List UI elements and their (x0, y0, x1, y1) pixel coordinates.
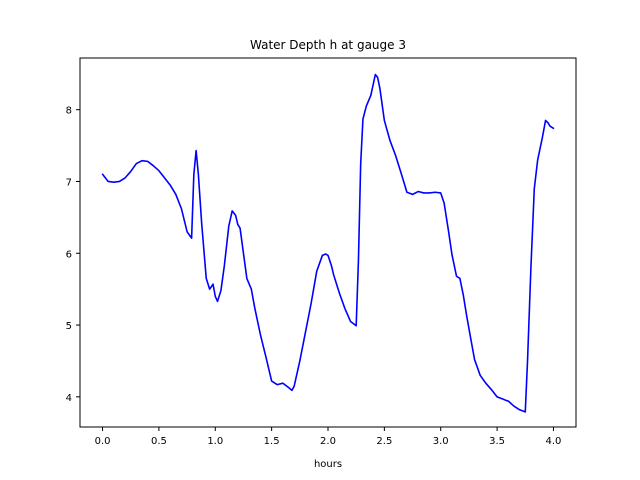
y-tick-label: 6 (66, 249, 72, 260)
y-axis-ticks: 4 5 6 7 8 (66, 106, 80, 404)
x-tick-label: 2.5 (376, 436, 392, 447)
x-tick-label: 1.5 (264, 436, 280, 447)
x-tick-label: 1.0 (207, 436, 223, 447)
x-tick-label: 0.5 (151, 436, 167, 447)
x-tick-label: 4.0 (546, 436, 562, 447)
y-tick-label: 7 (66, 177, 72, 188)
y-tick-label: 4 (66, 393, 72, 404)
x-tick-label: 2.0 (320, 436, 336, 447)
x-tick-label: 3.5 (489, 436, 505, 447)
x-axis-ticks: 0.0 0.5 1.0 1.5 2.0 2.5 3.0 3.5 4.0 (95, 427, 562, 447)
x-tick-label: 0.0 (95, 436, 111, 447)
plot-area (101, 73, 555, 413)
chart-title: Water Depth h at gauge 3 (250, 38, 406, 52)
y-tick-label: 5 (66, 321, 72, 332)
series-line-0 (101, 73, 555, 413)
x-tick-label: 3.0 (433, 436, 449, 447)
y-tick-label: 8 (66, 106, 72, 117)
x-axis-label: hours (314, 459, 342, 470)
